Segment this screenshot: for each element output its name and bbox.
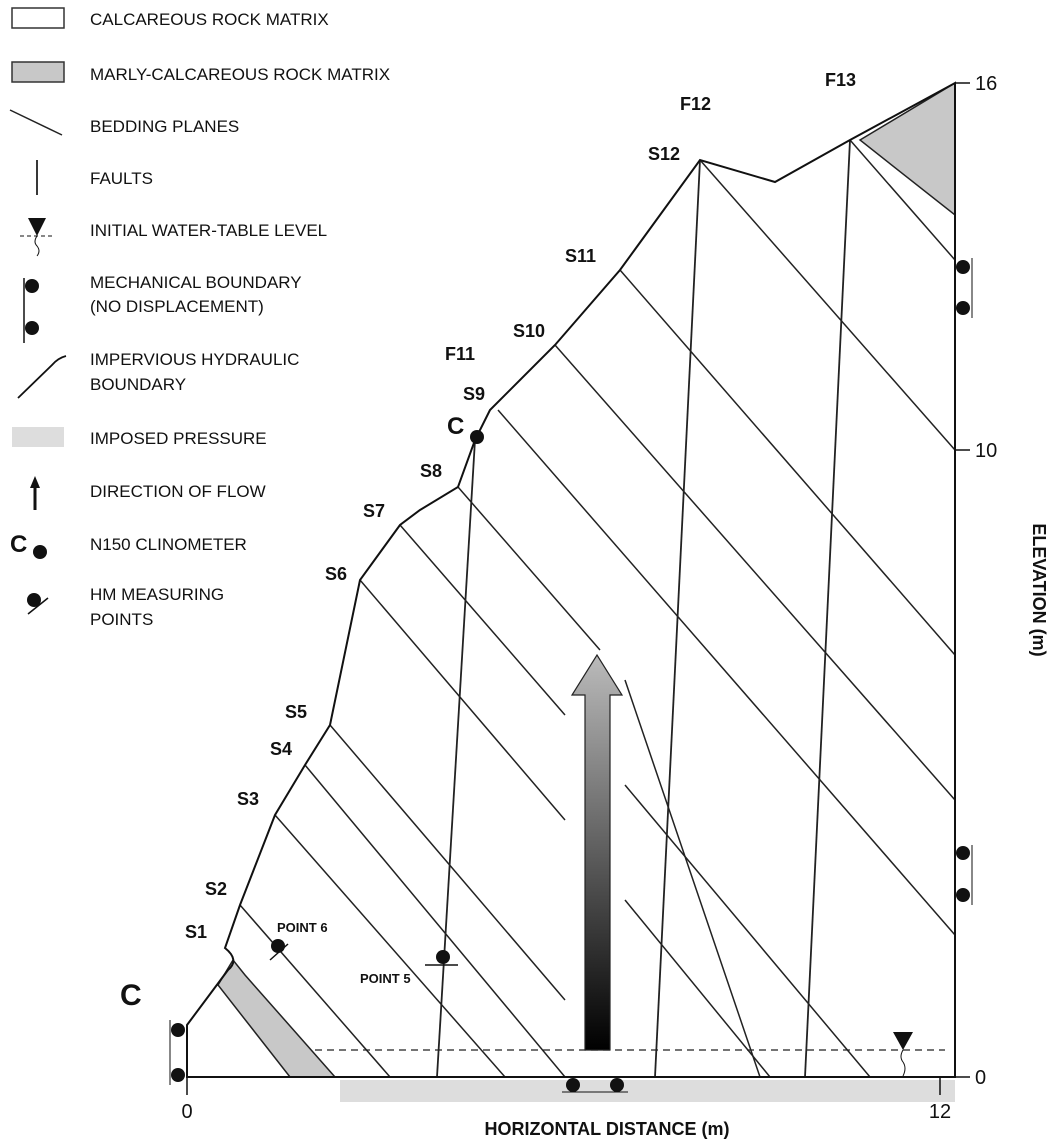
fault <box>804 139 851 1078</box>
section-label: S7 <box>363 501 385 521</box>
section-label: S8 <box>420 461 442 481</box>
legend-label: MECHANICAL BOUNDARY <box>90 273 302 292</box>
hm-point <box>436 950 450 964</box>
clinometer <box>470 430 484 444</box>
legend-label: HM MEASURING <box>90 585 224 604</box>
bedding-plane <box>624 899 771 1078</box>
legend-label: MARLY-CALCAREOUS ROCK MATRIX <box>90 65 390 84</box>
bedding-plane <box>624 784 871 1078</box>
legend-label: IMPERVIOUS HYDRAULIC <box>90 350 299 369</box>
x-axis-label: HORIZONTAL DISTANCE (m) <box>485 1119 730 1139</box>
legend-clinometer-symbol: C <box>10 531 27 558</box>
legend: CALCAREOUS ROCK MATRIX MARLY-CALCAREOUS … <box>90 10 390 629</box>
legend-label: BOUNDARY <box>90 375 186 394</box>
y-tick-label: 10 <box>975 440 997 462</box>
legend-label: IMPOSED PRESSURE <box>90 429 267 448</box>
legend-icons: C <box>9 7 67 615</box>
section-label: S1 <box>185 922 207 942</box>
bedding-plane <box>554 344 956 801</box>
section-label: S6 <box>325 564 347 584</box>
bedding-plane <box>849 139 956 261</box>
section-label: S5 <box>285 702 307 722</box>
point-label: POINT 5 <box>360 971 411 986</box>
fault-label: F12 <box>680 94 711 114</box>
bedding-plane <box>274 814 506 1078</box>
icon-water-table <box>20 218 54 257</box>
legend-label: N150 CLINOMETER <box>90 535 247 554</box>
icon-pressure <box>12 427 64 447</box>
icon-clinometer: C <box>10 531 47 559</box>
marly-zone <box>858 81 956 217</box>
icon-calcareous <box>11 7 65 29</box>
bedding-plane <box>624 679 761 1078</box>
hm-point <box>271 939 285 953</box>
legend-label: BEDDING PLANES <box>90 117 239 136</box>
legend-label: POINTS <box>90 610 153 629</box>
section-label: S4 <box>270 739 292 759</box>
fault <box>654 159 701 1078</box>
section-label: S2 <box>205 879 227 899</box>
y-tick-label: 16 <box>975 73 997 95</box>
icon-hm <box>27 593 49 615</box>
icon-flow <box>30 476 40 510</box>
legend-label: INITIAL WATER-TABLE LEVEL <box>90 221 327 240</box>
section-label: S12 <box>648 144 680 164</box>
labels: S1 S2 S3 S4 S5 S6 S7 S8 S9 S10 S11 S12 F… <box>120 70 856 1012</box>
section-label: S10 <box>513 321 545 341</box>
axes: 0 10 16 0 12 HORIZONTAL DISTANCE (m) ELE… <box>181 73 1049 1139</box>
fault-label: F11 <box>445 344 475 364</box>
icon-marly <box>11 61 65 83</box>
slope-outline <box>186 81 956 1078</box>
section-label: S11 <box>565 246 596 266</box>
y-axis-label: ELEVATION (m) <box>1029 523 1049 656</box>
bedding-plane <box>699 159 956 451</box>
water-table-symbol <box>893 1032 913 1077</box>
fault <box>436 439 476 1078</box>
icon-mechanical <box>23 278 39 343</box>
bedding-plane <box>457 486 601 651</box>
legend-label: (NO DISPLACEMENT) <box>90 297 264 316</box>
flow-arrow <box>570 653 624 1051</box>
icon-bedding <box>9 109 63 136</box>
bedding-plane <box>239 904 391 1078</box>
marly-zone <box>217 958 337 1078</box>
legend-label: DIRECTION OF FLOW <box>90 482 266 501</box>
section-label: S9 <box>463 384 485 404</box>
legend-label: FAULTS <box>90 169 153 188</box>
point-label: POINT 6 <box>277 920 328 935</box>
bedding-plane <box>497 409 956 936</box>
section-label: S3 <box>237 789 259 809</box>
y-tick-label: 0 <box>975 1067 986 1089</box>
bedding-plane <box>304 764 566 1078</box>
fault-label: F13 <box>825 70 856 90</box>
x-tick-label: 12 <box>929 1101 951 1123</box>
bedding-plane <box>329 724 566 1001</box>
bedding-plane <box>399 524 566 716</box>
mechanical-boundary <box>169 258 973 1093</box>
bedding-plane <box>619 269 956 656</box>
clinometer-label: C <box>120 979 142 1012</box>
bedding-plane <box>359 579 566 821</box>
imposed-pressure <box>340 1080 955 1102</box>
bedding-planes <box>239 139 956 1078</box>
hm-point-mark <box>269 943 289 961</box>
x-tick-label: 0 <box>181 1101 192 1123</box>
icon-impervious <box>17 355 67 399</box>
legend-label: CALCAREOUS ROCK MATRIX <box>90 10 329 29</box>
clinometer-label: C <box>447 413 464 440</box>
